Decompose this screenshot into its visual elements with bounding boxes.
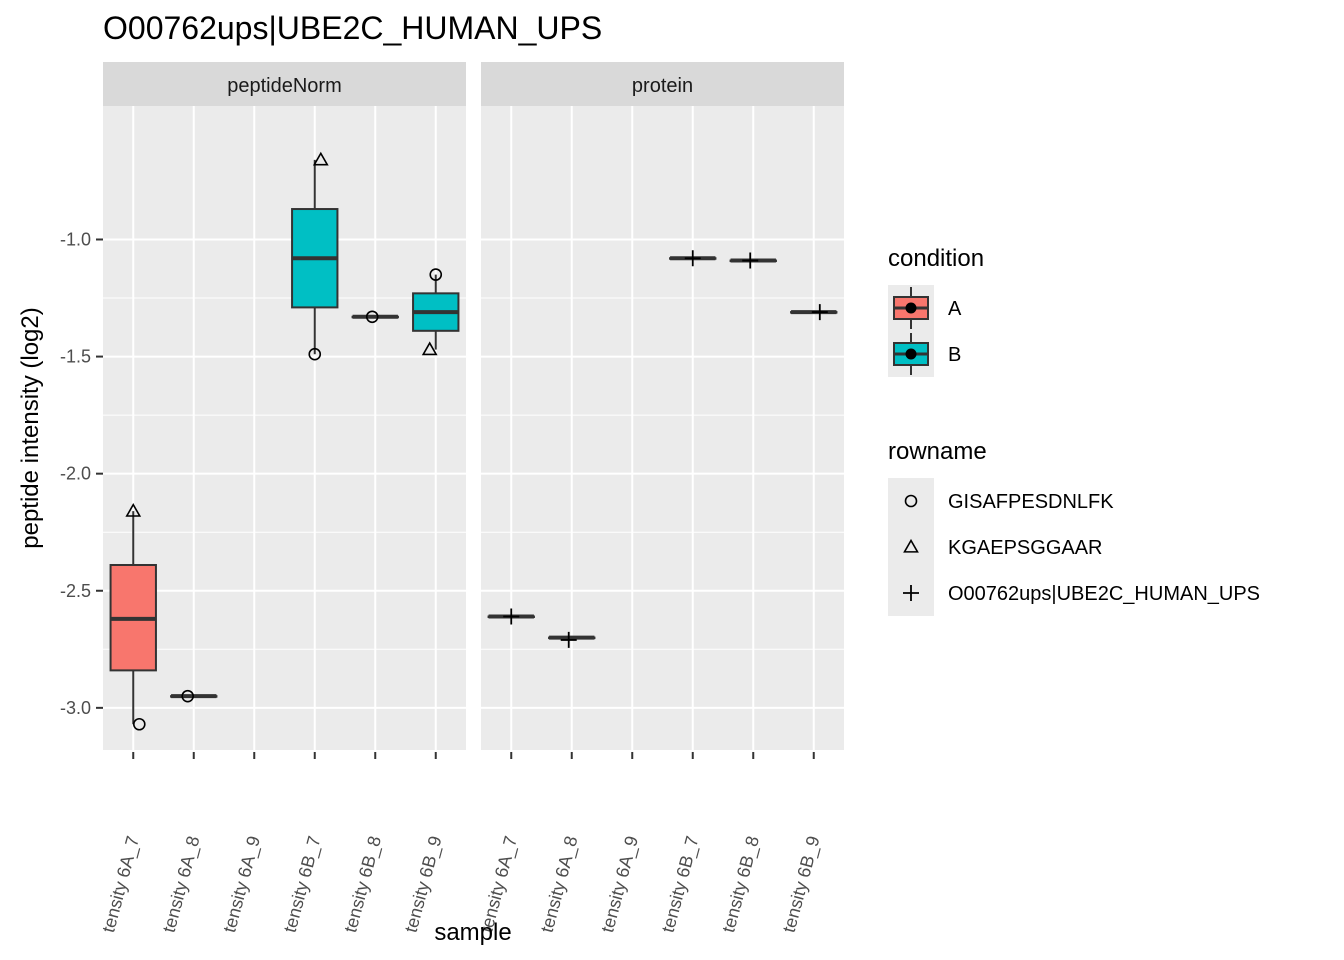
x-tick-label: tensity 6B_8 bbox=[718, 834, 764, 935]
data-point bbox=[742, 252, 759, 269]
legend-label: KGAEPSGGAAR bbox=[948, 537, 1103, 559]
data-point bbox=[312, 151, 329, 166]
y-tick-label: -1.0 bbox=[60, 229, 91, 249]
legend-label: GISAFPESDNLFK bbox=[948, 491, 1114, 513]
legend-key-shape bbox=[904, 494, 918, 508]
facet-strip-label: peptideNorm bbox=[227, 75, 342, 97]
box-tensity 6B_9 bbox=[412, 274, 460, 350]
facet-strip-label: protein bbox=[632, 75, 693, 97]
legend-label: O00762ups|UBE2C_HUMAN_UPS bbox=[948, 583, 1260, 605]
legend-rowname-entry-triangle: KGAEPSGGAAR bbox=[888, 524, 1103, 570]
box-tensity 6B_8 bbox=[351, 314, 399, 319]
legend-label: A bbox=[948, 298, 962, 320]
data-point bbox=[125, 503, 142, 517]
x-tick-label: tensity 6B_9 bbox=[779, 834, 825, 935]
x-tick-label: tensity 6B_7 bbox=[658, 834, 704, 935]
legend-condition-entry-B: B bbox=[888, 331, 961, 377]
x-tick-label: tensity 6B_8 bbox=[340, 834, 386, 935]
x-tick-label: tensity 6B_7 bbox=[280, 834, 326, 935]
data-point bbox=[811, 304, 828, 321]
legend-key-dot bbox=[905, 348, 917, 360]
legend-key-background bbox=[888, 478, 934, 524]
y-axis-title: peptide intensity (log2) bbox=[17, 307, 44, 548]
facet-strip bbox=[103, 62, 466, 106]
legend-key-background bbox=[888, 524, 934, 570]
legend-key-shape bbox=[903, 585, 919, 601]
legend-rowname-title: rowname bbox=[888, 438, 987, 465]
y-tick-label: -2.0 bbox=[60, 464, 91, 484]
x-tick-label: tensity 6A_9 bbox=[219, 834, 265, 935]
y-tick-label: -2.5 bbox=[60, 581, 91, 601]
x-tick-label: tensity 6A_9 bbox=[597, 834, 643, 935]
legend-condition: condition A B bbox=[888, 245, 984, 377]
y-tick-label: -1.5 bbox=[60, 347, 91, 367]
legend-label: B bbox=[948, 344, 961, 366]
legend-rowname-entry-circle: GISAFPESDNLFK bbox=[888, 478, 1114, 524]
data-point bbox=[429, 268, 443, 281]
data-point bbox=[560, 631, 577, 648]
data-point bbox=[133, 717, 146, 731]
data-point bbox=[308, 347, 322, 361]
facet-strip bbox=[481, 62, 844, 106]
legend-rowname-entry-plus: O00762ups|UBE2C_HUMAN_UPS bbox=[888, 570, 1260, 616]
data-point bbox=[421, 341, 438, 356]
facet-layer: peptideNorm tensity 6A_7 tensity 6A_8 tensi… bbox=[60, 62, 844, 935]
data-point bbox=[181, 689, 194, 703]
panel-background bbox=[103, 106, 466, 750]
data-point bbox=[365, 310, 379, 324]
y-tick-label: -3.0 bbox=[60, 698, 91, 718]
panel-background bbox=[481, 106, 844, 750]
facet-panel-peptideNorm: peptideNorm tensity 6A_7 tensity 6A_8 tensi… bbox=[98, 62, 466, 935]
data-point bbox=[503, 608, 520, 625]
box-tensity 6A_8 bbox=[548, 635, 596, 640]
chart-title: O00762ups|UBE2C_HUMAN_UPS bbox=[103, 10, 602, 46]
box-tensity 6A_7 bbox=[109, 511, 157, 725]
x-axis-title: sample bbox=[434, 919, 511, 946]
legend-rowname: rowname GISAFPESDNLFK KGAEPSGGAAR O00762ups… bbox=[888, 438, 1260, 616]
x-tick-label: tensity 6A_8 bbox=[159, 834, 205, 935]
data-point bbox=[684, 250, 701, 267]
legend-key-dot bbox=[905, 302, 917, 314]
box-tensity 6B_7 bbox=[291, 159, 339, 355]
x-tick-label: tensity 6A_8 bbox=[537, 834, 583, 935]
legend-condition-title: condition bbox=[888, 245, 984, 272]
y-axis: -1.0 -1.5 -2.0 -2.5 -3.0 bbox=[60, 229, 103, 718]
legend-condition-entry-A: A bbox=[888, 285, 962, 331]
x-tick-label: tensity 6A_7 bbox=[98, 834, 144, 935]
legend-key-shape bbox=[903, 538, 919, 553]
